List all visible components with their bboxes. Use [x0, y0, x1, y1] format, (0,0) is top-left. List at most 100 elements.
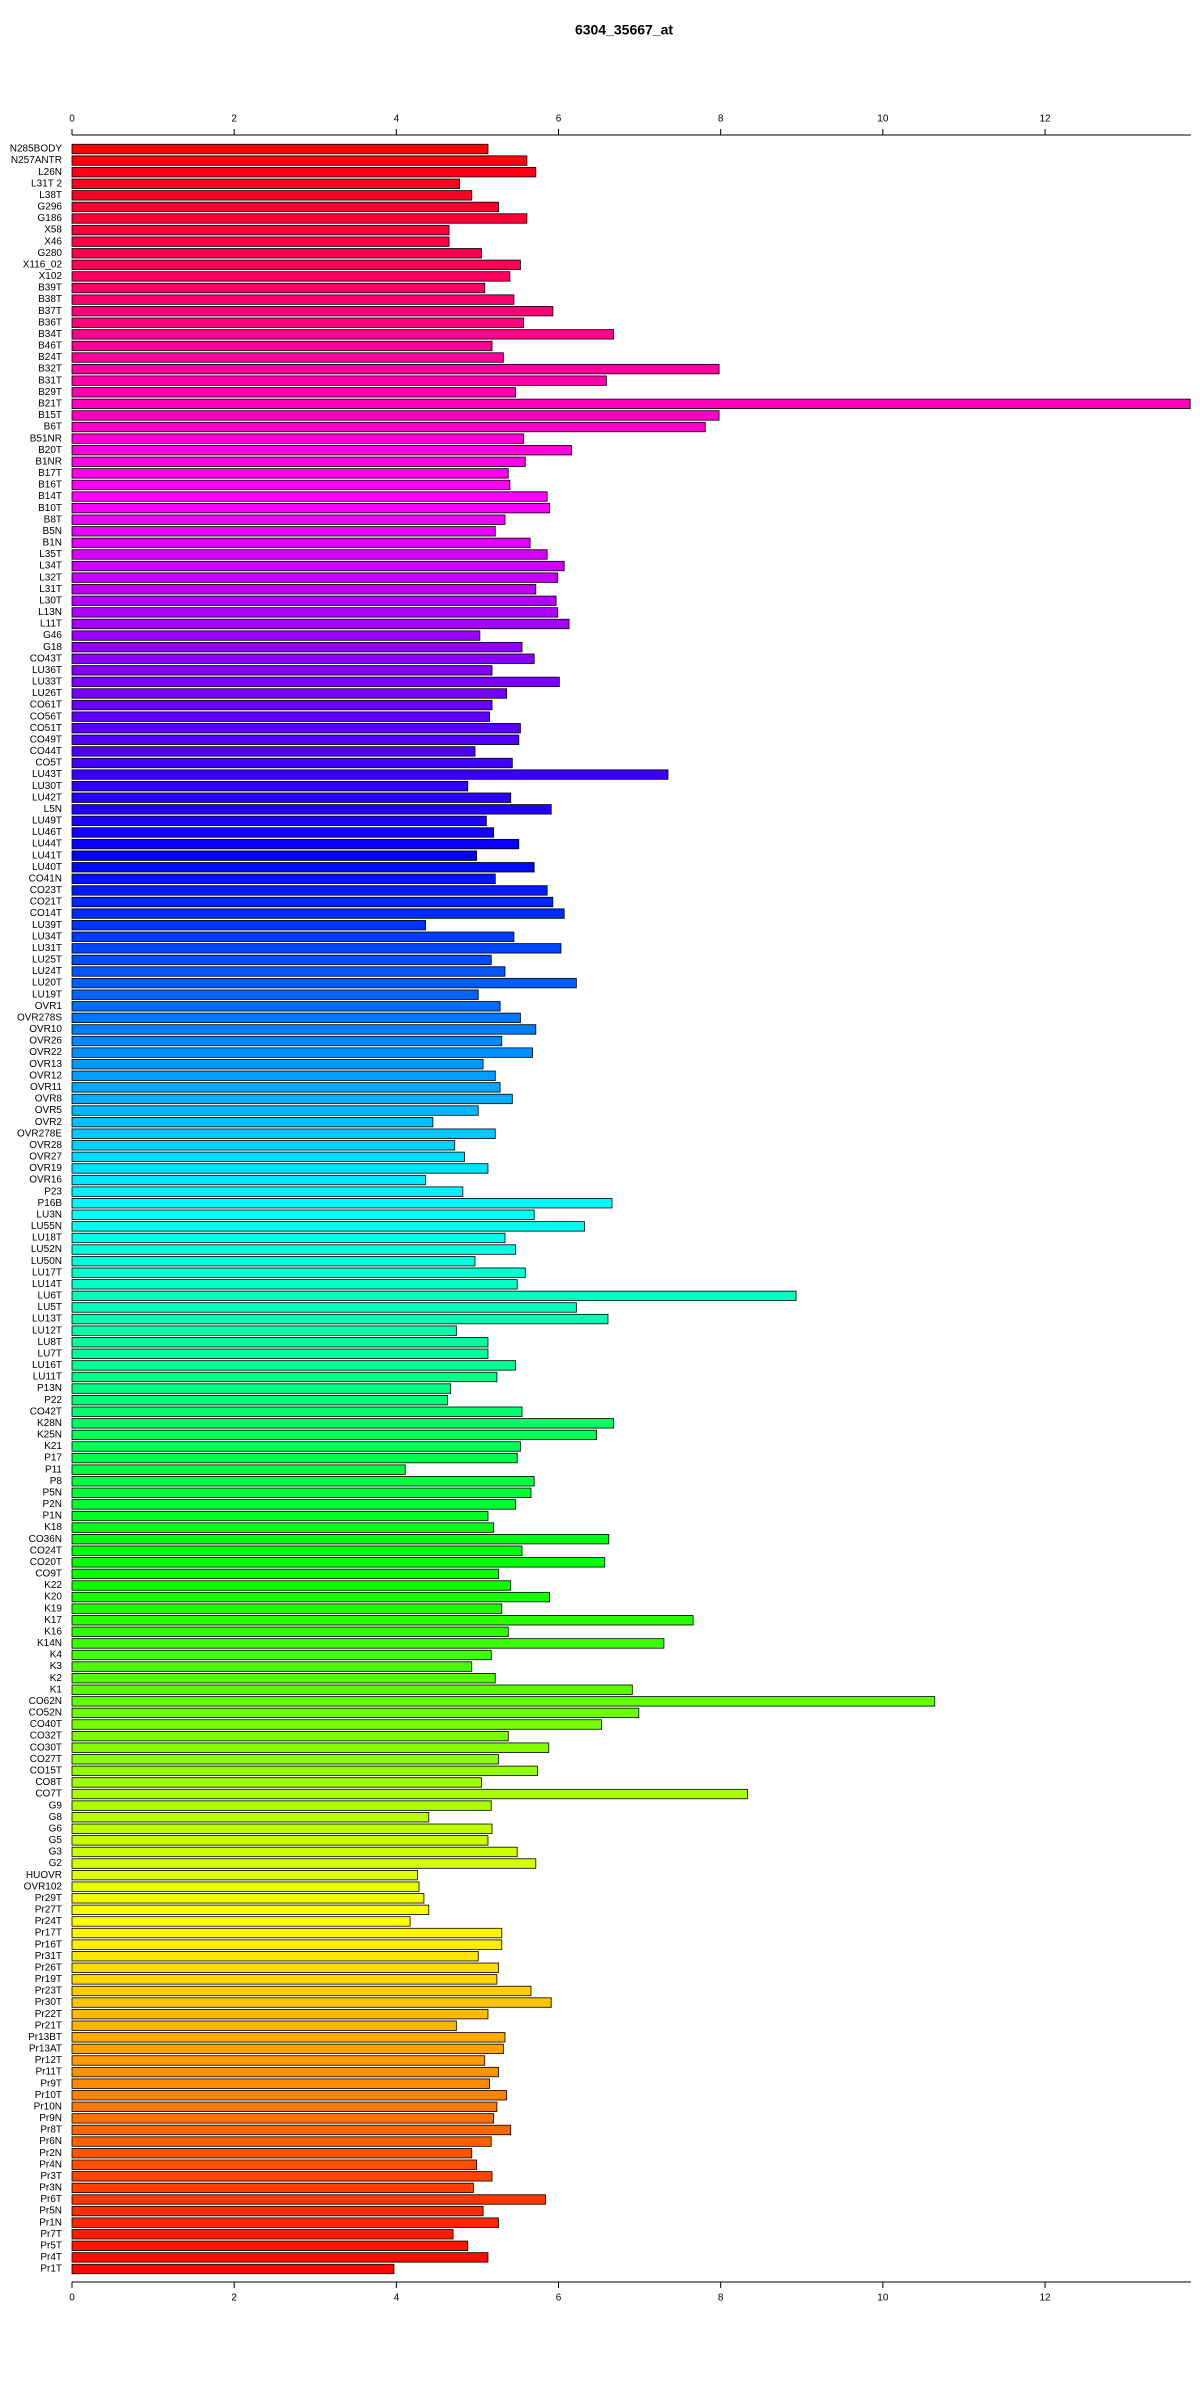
bar [71, 502, 551, 514]
bar [71, 2263, 395, 2275]
y-tick-label: LU6T [38, 1291, 62, 1302]
y-tick-label: CO5T [35, 758, 62, 769]
bar [71, 1858, 537, 1869]
y-tick-label: LU25T [32, 955, 62, 966]
y-tick-label: LU7T [38, 1348, 62, 1359]
bar [71, 1510, 489, 1522]
y-tick-label: Pr1N [39, 2217, 62, 2228]
bar [71, 1939, 503, 1950]
bar [71, 2159, 478, 2170]
y-tick-label: B21T [38, 399, 62, 410]
y-tick-label: K3 [50, 1661, 63, 1672]
y-tick-label: CO41N [29, 873, 62, 884]
bar [71, 931, 515, 942]
bar [71, 1661, 473, 1672]
bar [71, 479, 511, 491]
y-tick-label: L35T [39, 549, 62, 560]
y-tick-label: P1N [43, 1511, 62, 1522]
bar [71, 2055, 486, 2066]
y-tick-label: B10T [38, 503, 62, 514]
y-tick-label: CO30T [30, 1742, 62, 1753]
y-tick-label: LU44T [32, 839, 62, 850]
y-tick-label: LU41T [32, 850, 62, 861]
y-tick-label: Pr5N [39, 2206, 62, 2217]
y-tick-label: P8 [50, 1476, 63, 1487]
bar [71, 1371, 498, 1383]
bar [71, 259, 521, 270]
y-tick-label: CO62N [29, 1696, 62, 1707]
bar [71, 1290, 797, 1302]
y-tick-label: B1N [43, 538, 62, 549]
bar [71, 815, 487, 827]
bar [71, 2136, 492, 2147]
y-tick-label: OVR22 [29, 1047, 62, 1058]
bar [71, 2229, 454, 2240]
bar [71, 2043, 504, 2055]
bar [71, 2090, 508, 2101]
y-tick-label: LU16T [32, 1360, 62, 1371]
y-tick-label: LU24T [32, 966, 62, 977]
y-tick-label: Pr13AT [29, 2044, 62, 2055]
bar [71, 781, 469, 792]
y-tick-label: Pr21T [35, 2020, 62, 2031]
y-tick-label: OVR278E [17, 1128, 62, 1139]
y-tick-label: K2 [50, 1673, 63, 1684]
y-tick-label: B17T [38, 468, 62, 479]
y-tick-label: G9 [49, 1800, 63, 1811]
bar [71, 1082, 501, 1093]
bar [71, 387, 516, 398]
y-tick-label: LU40T [32, 862, 62, 873]
bar [71, 989, 479, 1000]
y-tick-label: LU19T [32, 989, 62, 1000]
y-tick-label: B51NR [30, 433, 62, 444]
bar [71, 236, 450, 247]
bar [71, 572, 559, 583]
y-tick-label: K14N [37, 1638, 62, 1649]
bar [71, 966, 506, 977]
bar [71, 1337, 489, 1348]
y-tick-label: OVR13 [29, 1059, 62, 1070]
bar [71, 190, 473, 201]
x-tick-label: 8 [718, 114, 724, 125]
y-tick-label: K28N [37, 1418, 62, 1429]
bar [71, 1499, 516, 1510]
y-tick-label: Pr9T [40, 2078, 62, 2089]
y-tick-label: LU5T [38, 1302, 62, 1313]
bar [71, 398, 1191, 410]
y-tick-label: P22 [44, 1395, 62, 1406]
y-tick-label: Pr9N [39, 2113, 62, 2124]
y-tick-label: LU36T [32, 665, 62, 676]
bar [71, 723, 521, 734]
bar [71, 607, 559, 618]
y-tick-label: CO20T [30, 1557, 62, 1568]
bar [71, 1754, 499, 1765]
bar [71, 1186, 464, 1197]
y-tick-label: LU34T [32, 931, 62, 942]
bar [71, 1696, 936, 1707]
bar [71, 827, 495, 838]
bar [71, 1313, 609, 1325]
bar [71, 1418, 615, 1429]
y-tick-label: N285BODY [10, 144, 63, 155]
bar [71, 1302, 577, 1313]
y-tick-label: OVR26 [29, 1036, 62, 1047]
y-tick-label: OVR2 [35, 1117, 63, 1128]
y-tick-label: LU20T [32, 978, 62, 989]
bar [71, 2205, 484, 2217]
y-tick-label: LU3N [36, 1209, 62, 1220]
y-tick-label: G296 [38, 202, 63, 213]
bar [71, 1626, 509, 1637]
bar [71, 375, 607, 386]
y-tick-label: K21 [44, 1441, 62, 1452]
y-tick-label: G5 [49, 1835, 63, 1846]
bar [71, 641, 523, 653]
y-tick-label: LU17T [32, 1267, 62, 1278]
y-tick-label: Pr22T [35, 2009, 62, 2020]
bar [71, 1383, 452, 1394]
bar [71, 630, 481, 641]
y-tick-label: OVR278S [17, 1012, 62, 1023]
x-tick-label: 10 [877, 114, 889, 125]
bar [71, 665, 493, 676]
x-tick-label: 12 [1039, 2293, 1051, 2304]
bar [71, 1742, 550, 1753]
